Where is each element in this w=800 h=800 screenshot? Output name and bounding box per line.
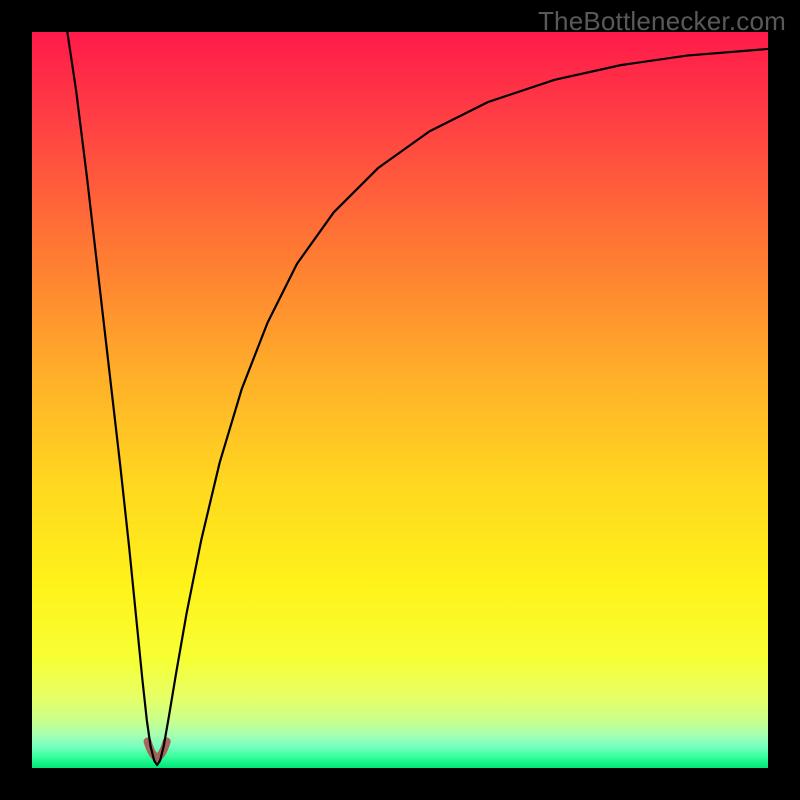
bottleneck-curve [67, 32, 768, 765]
watermark-text: TheBottlenecker.com [538, 6, 786, 37]
curve-layer [0, 0, 800, 800]
chart-container: TheBottlenecker.com [0, 0, 800, 800]
